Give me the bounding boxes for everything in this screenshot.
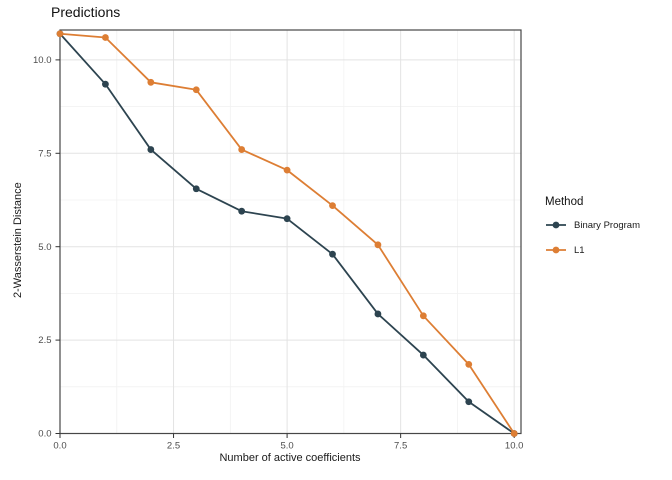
- legend-key-binary-program-icon: [546, 221, 566, 229]
- y-axis-title: 2-Wasserstein Distance: [12, 182, 24, 298]
- svg-text:7.5: 7.5: [38, 148, 51, 159]
- legend-label-l1: L1: [574, 244, 585, 256]
- svg-text:5.0: 5.0: [38, 242, 51, 253]
- svg-text:2.5: 2.5: [167, 441, 180, 452]
- svg-text:7.5: 7.5: [394, 441, 407, 452]
- svg-text:2.5: 2.5: [38, 335, 51, 346]
- legend-key-l1-icon: [546, 246, 566, 254]
- chart-title: Predictions: [51, 4, 121, 20]
- legend-label-binary-program: Binary Program: [574, 219, 640, 231]
- svg-text:10.0: 10.0: [33, 55, 52, 66]
- legend: Method Binary Program L1: [545, 196, 640, 268]
- legend-item-l1: L1: [545, 243, 640, 257]
- legend-title: Method: [545, 196, 584, 208]
- legend-item-binary-program: Binary Program: [545, 218, 640, 232]
- svg-text:0.0: 0.0: [53, 441, 66, 452]
- svg-text:0.0: 0.0: [38, 429, 51, 440]
- svg-text:10.0: 10.0: [505, 441, 524, 452]
- x-axis-title: Number of active coefficients: [219, 452, 361, 464]
- svg-text:5.0: 5.0: [280, 441, 293, 452]
